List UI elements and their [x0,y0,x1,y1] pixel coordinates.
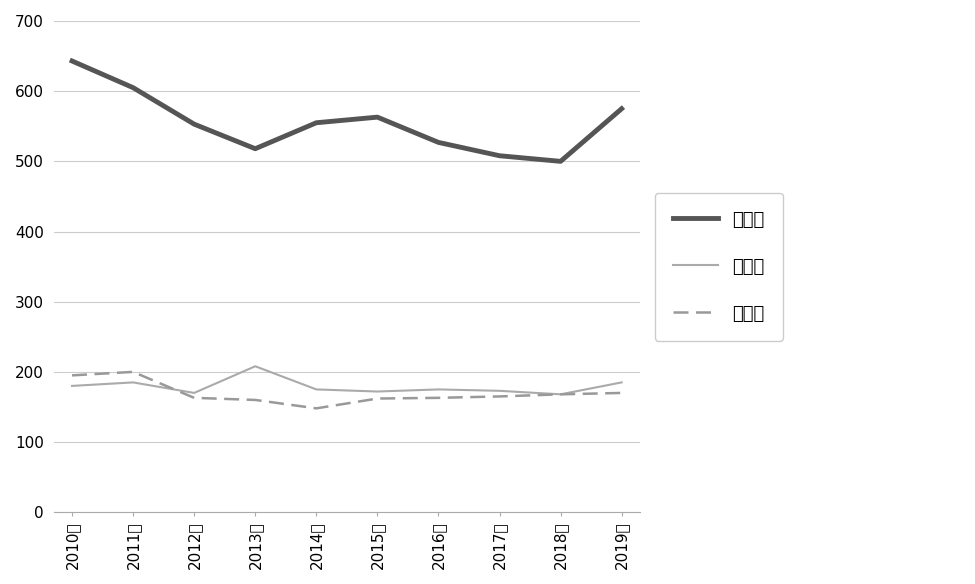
대규모 [555,391,566,398]
대규모 [128,369,139,376]
Legend: 소규모, 중규모, 대규모: 소규모, 중규모, 대규모 [655,193,783,340]
중규모 [128,379,139,386]
소규모 [188,121,200,128]
대규모 [371,395,383,402]
중규모 [493,387,505,394]
소규모 [128,84,139,91]
소규모 [616,105,628,112]
Line: 대규모: 대규모 [72,372,622,408]
중규모 [188,390,200,397]
소규모 [555,158,566,165]
중규모 [433,386,445,393]
소규모 [371,114,383,121]
중규모 [310,386,322,393]
중규모 [371,388,383,395]
대규모 [66,372,78,379]
중규모 [555,391,566,398]
중규모 [250,363,261,370]
소규모 [66,57,78,64]
대규모 [493,393,505,400]
소규모 [433,139,445,146]
대규모 [433,394,445,401]
소규모 [310,119,322,126]
대규모 [188,394,200,401]
대규모 [616,390,628,397]
Line: 소규모: 소규모 [72,61,622,161]
중규모 [616,379,628,386]
중규모 [66,383,78,390]
소규모 [250,145,261,152]
대규모 [310,405,322,412]
Line: 중규모: 중규모 [72,366,622,394]
소규모 [493,152,505,159]
대규모 [250,397,261,404]
